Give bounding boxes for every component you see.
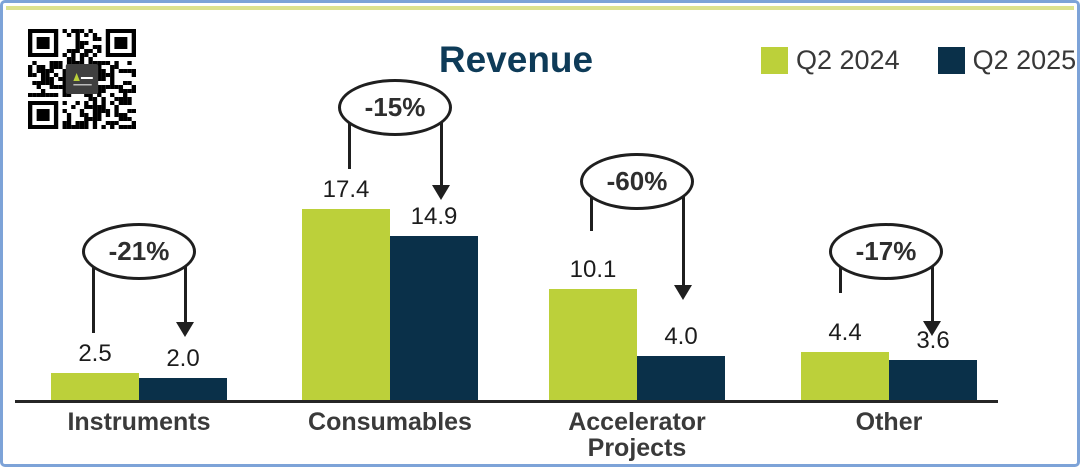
legend-swatch-q2-2024 <box>761 47 788 74</box>
callout-arrow-shaft-instruments <box>184 265 187 324</box>
callout-label-accelerator-projects: -60% <box>606 166 668 196</box>
callout-label-consumables: -15% <box>364 92 426 122</box>
callout-ellipse-other: -17% <box>829 223 943 280</box>
category-label-instruments: Instruments <box>67 408 211 436</box>
legend-item-q2-2024: Q2 2024 <box>761 45 900 76</box>
callout-ellipse-consumables: -15% <box>338 79 452 136</box>
qr-code-image <box>28 29 136 129</box>
value-label-q2-2024-accelerator-projects: 10.1 <box>569 255 617 283</box>
top-accent-line <box>6 6 1074 10</box>
callout-ellipse-accelerator-projects: -60% <box>580 153 694 210</box>
legend-label-q2-2025: Q2 2025 <box>972 45 1077 75</box>
bar-q2-2025-other <box>889 360 977 400</box>
legend: Q2 2024 Q2 2025 <box>761 45 1076 76</box>
chart-title: Revenue <box>438 39 594 80</box>
legend-item-q2-2025: Q2 2025 <box>937 45 1077 76</box>
callout-arrow-shaft-other <box>931 265 934 323</box>
value-label-q2-2025-consumables: 14.9 <box>410 203 458 231</box>
legend-swatch-q2-2025 <box>937 47 965 74</box>
callout-arrowhead-consumables <box>432 185 450 200</box>
bar-q2-2024-instruments <box>51 372 139 400</box>
callout-line-accelerator-projects <box>590 195 593 231</box>
callout-arrow-shaft-consumables <box>440 121 443 187</box>
callout-line-consumables <box>348 121 351 169</box>
value-label-q2-2024-consumables: 17.4 <box>322 175 370 203</box>
callout-line-instruments <box>92 265 95 333</box>
callout-arrowhead-instruments <box>176 322 194 337</box>
callout-line-other <box>839 265 842 293</box>
qr-code <box>28 29 136 129</box>
value-label-q2-2024-instruments: 2.5 <box>78 339 112 367</box>
value-label-q2-2025-instruments: 2.0 <box>166 345 200 372</box>
callout-arrowhead-accelerator-projects <box>674 285 692 300</box>
bar-q2-2025-accelerator-projects <box>637 356 725 400</box>
bar-q2-2025-instruments <box>139 378 227 400</box>
bar-q2-2024-accelerator-projects <box>549 288 637 400</box>
callout-arrowhead-other <box>923 321 941 336</box>
category-label-consumables: Consumables <box>308 408 472 436</box>
category-label-other: Other <box>855 408 923 436</box>
value-label-q2-2024-other: 4.4 <box>828 318 862 346</box>
bar-q2-2024-consumables <box>302 208 390 400</box>
legend-label-q2-2024: Q2 2024 <box>796 45 900 75</box>
category-label-accelerator-projects: Accelerator Projects <box>568 408 706 462</box>
callout-label-instruments: -21% <box>108 236 170 266</box>
x-axis-line <box>15 400 998 403</box>
callout-label-other: -17% <box>855 236 917 266</box>
callout-ellipse-instruments: -21% <box>82 223 196 280</box>
bar-q2-2024-other <box>801 351 889 400</box>
bar-chart: 2.5 2.0 Instruments 17.4 14.9 Consumables 10.1… <box>3 3 1077 464</box>
value-label-q2-2025-accelerator-projects: 4.0 <box>664 323 698 350</box>
bar-q2-2025-consumables <box>390 236 478 400</box>
callout-arrow-shaft-accelerator-projects <box>682 195 685 287</box>
